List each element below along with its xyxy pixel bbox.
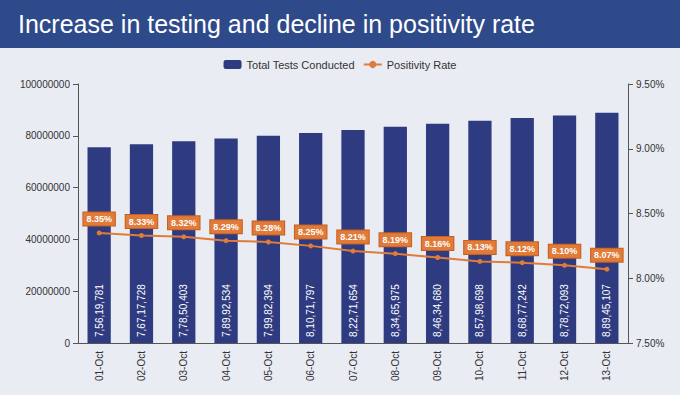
svg-text:09-Oct: 09-Oct [432, 351, 443, 381]
svg-text:11-Oct: 11-Oct [517, 351, 528, 380]
svg-text:8.50%: 8.50% [636, 208, 664, 219]
svg-text:8.35%: 8.35% [86, 214, 112, 224]
svg-text:9.00%: 9.00% [636, 143, 664, 154]
svg-text:8,34,65,975: 8,34,65,975 [390, 284, 401, 337]
svg-text:7,56,19,781: 7,56,19,781 [94, 284, 105, 337]
svg-text:8,89,45,107: 8,89,45,107 [601, 284, 612, 337]
svg-text:8.00%: 8.00% [636, 273, 664, 284]
svg-text:8.29%: 8.29% [213, 222, 239, 232]
svg-text:8.16%: 8.16% [425, 239, 451, 249]
svg-text:7,67,17,728: 7,67,17,728 [136, 284, 147, 337]
svg-text:60000000: 60000000 [26, 182, 71, 193]
svg-text:06-Oct: 06-Oct [305, 351, 316, 381]
svg-text:03-Oct: 03-Oct [178, 351, 189, 381]
svg-text:8,10,71,797: 8,10,71,797 [305, 284, 316, 337]
svg-text:Total Tests Conducted: Total Tests Conducted [247, 59, 355, 71]
svg-text:05-Oct: 05-Oct [263, 351, 274, 381]
svg-text:8.19%: 8.19% [383, 235, 409, 245]
svg-text:7.50%: 7.50% [636, 338, 664, 349]
svg-text:8,57,98,698: 8,57,98,698 [474, 284, 485, 337]
svg-text:8,22,71,654: 8,22,71,654 [348, 284, 359, 337]
svg-text:01-Oct: 01-Oct [94, 351, 105, 381]
svg-text:7,99,82,394: 7,99,82,394 [263, 284, 274, 337]
svg-text:8.12%: 8.12% [509, 244, 535, 254]
svg-text:8.13%: 8.13% [467, 242, 493, 252]
svg-text:13-Oct: 13-Oct [601, 351, 612, 381]
svg-text:8.21%: 8.21% [340, 232, 366, 242]
svg-text:8.28%: 8.28% [256, 223, 282, 233]
svg-text:20000000: 20000000 [26, 286, 71, 297]
svg-text:40000000: 40000000 [26, 234, 71, 245]
svg-text:12-Oct: 12-Oct [559, 351, 570, 381]
svg-text:7,78,50,403: 7,78,50,403 [178, 284, 189, 337]
svg-text:7,89,92,534: 7,89,92,534 [221, 284, 232, 337]
svg-text:8,78,72,093: 8,78,72,093 [559, 284, 570, 337]
svg-text:8.25%: 8.25% [298, 227, 324, 237]
svg-text:8,46,34,680: 8,46,34,680 [432, 284, 443, 337]
svg-text:02-Oct: 02-Oct [136, 351, 147, 381]
html-text:Increase in testing and declin: Increase in testing and decline in posit… [18, 10, 535, 38]
svg-text:8,68,77,242: 8,68,77,242 [517, 284, 528, 337]
svg-text:10-Oct: 10-Oct [474, 351, 485, 381]
svg-text:07-Oct: 07-Oct [348, 351, 359, 381]
svg-text:8.33%: 8.33% [129, 217, 155, 227]
svg-text:9.50%: 9.50% [636, 79, 664, 90]
svg-text:Positivity Rate: Positivity Rate [387, 59, 457, 71]
svg-text:8.32%: 8.32% [171, 218, 197, 228]
svg-text:0: 0 [64, 338, 70, 349]
svg-text:04-Oct: 04-Oct [221, 351, 232, 381]
svg-text:8.10%: 8.10% [552, 246, 578, 256]
svg-text:08-Oct: 08-Oct [390, 351, 401, 381]
svg-text:80000000: 80000000 [26, 130, 71, 141]
svg-text:100000000: 100000000 [20, 79, 70, 90]
svg-text:8.07%: 8.07% [594, 250, 620, 260]
